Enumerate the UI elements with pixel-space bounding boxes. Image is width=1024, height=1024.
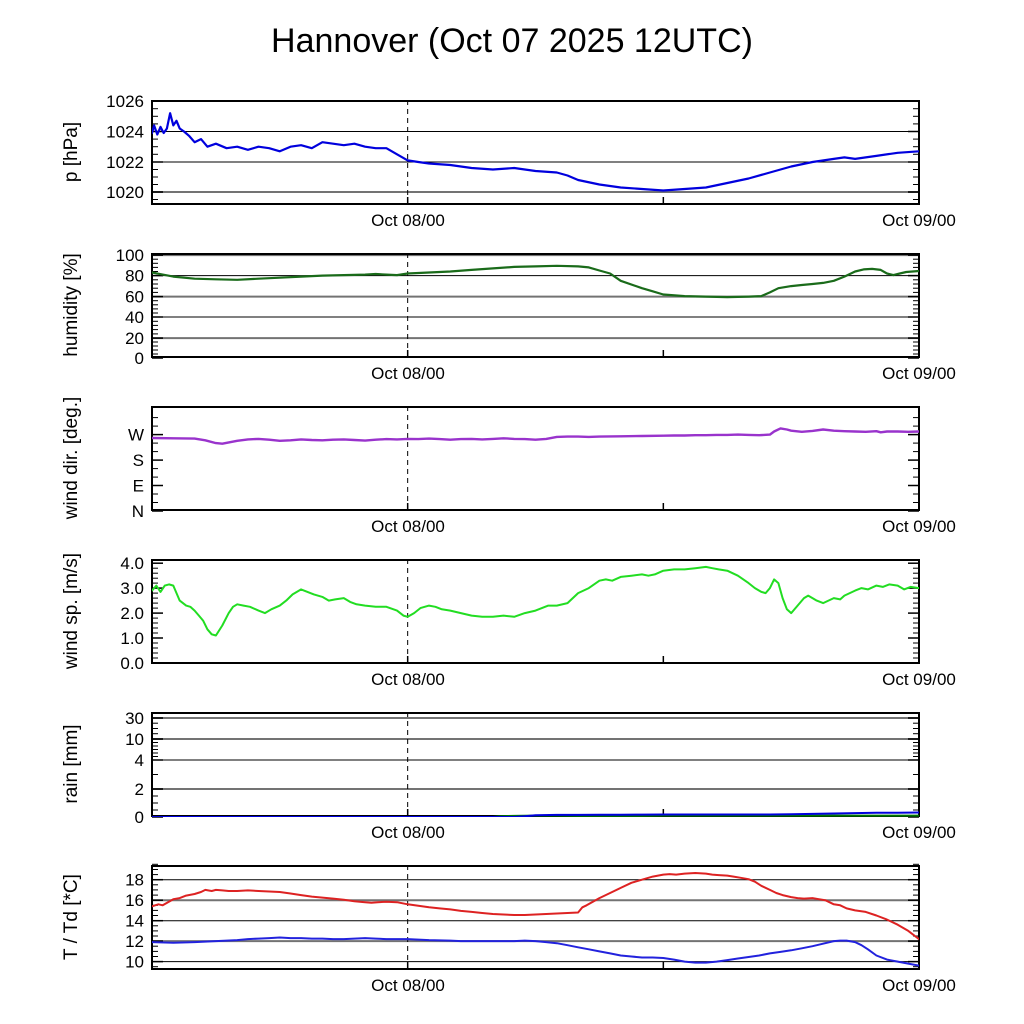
pressure-plot: 1020 1022 1024 1026 <box>106 92 920 205</box>
svg-text:3.0: 3.0 <box>120 579 144 598</box>
svg-text:1020: 1020 <box>106 183 144 202</box>
svg-text:4.0: 4.0 <box>120 554 144 573</box>
x-tick-label-oct09: Oct 09/00 <box>882 976 956 995</box>
svg-text:10: 10 <box>125 953 144 972</box>
x-tick-label-oct08: Oct 08/00 <box>371 670 445 689</box>
svg-text:1026: 1026 <box>106 92 144 111</box>
svg-text:16: 16 <box>125 891 144 910</box>
svg-text:10: 10 <box>125 730 144 749</box>
svg-text:E: E <box>133 477 144 496</box>
panel-rain: rain [mm] 0 2 4 10 30 Oct 08/00 Oct 09/00 <box>0 709 1024 872</box>
panel-pressure: p [hPa] 1020 1022 1024 1026 Oct 08/00 Oct 0… <box>0 92 1024 260</box>
svg-text:12: 12 <box>125 932 144 951</box>
svg-text:4: 4 <box>135 751 144 770</box>
svg-text:1.0: 1.0 <box>120 629 144 648</box>
svg-text:80: 80 <box>125 267 144 286</box>
svg-text:S: S <box>133 451 144 470</box>
x-tick-label-oct09: Oct 09/00 <box>882 364 956 383</box>
x-tick-label-oct09: Oct 09/00 <box>882 211 956 230</box>
x-tick-label-oct08: Oct 08/00 <box>371 517 445 536</box>
svg-text:40: 40 <box>125 308 144 327</box>
wind-speed-plot: 0.0 1.0 2.0 3.0 4.0 <box>120 554 920 673</box>
x-tick-label-oct08: Oct 08/00 <box>371 211 445 230</box>
svg-text:0: 0 <box>135 349 144 368</box>
svg-text:2: 2 <box>135 780 144 799</box>
svg-text:2.0: 2.0 <box>120 604 144 623</box>
svg-text:0: 0 <box>135 808 144 827</box>
svg-text:30: 30 <box>125 709 144 728</box>
svg-text:W: W <box>128 426 144 445</box>
page-title: Hannover (Oct 07 2025 12UTC) <box>271 22 753 60</box>
svg-text:N: N <box>132 502 144 521</box>
svg-text:1022: 1022 <box>106 153 144 172</box>
x-tick-label-oct08: Oct 08/00 <box>371 364 445 383</box>
svg-text:60: 60 <box>125 288 144 307</box>
svg-text:0.0: 0.0 <box>120 654 144 673</box>
svg-text:14: 14 <box>125 912 144 931</box>
x-tick-label-oct09: Oct 09/00 <box>882 517 956 536</box>
svg-text:100: 100 <box>116 246 144 265</box>
x-tick-label-oct09: Oct 09/00 <box>882 670 956 689</box>
svg-text:18: 18 <box>125 871 144 890</box>
svg-text:1024: 1024 <box>106 123 144 142</box>
panel-wind-speed: wind sp. [m/s] 0.0 1.0 2.0 3.0 4.0 Oct 08/00… <box>0 553 1024 719</box>
panel-temperature-dewpoint: T / Td [*C] 10 12 14 16 18 Oct 08/00 Oct 09/… <box>0 863 1024 1024</box>
x-tick-label-oct08: Oct 08/00 <box>371 823 445 842</box>
x-tick-label-oct09: Oct 09/00 <box>882 823 956 842</box>
rain-plot: 0 2 4 10 30 <box>125 709 920 827</box>
svg-text:20: 20 <box>125 329 144 348</box>
x-tick-label-oct08: Oct 08/00 <box>371 976 445 995</box>
panel-humidity: humidity [%] 0 20 40 60 80 100 Oct 08/00 Oct … <box>0 246 1024 413</box>
